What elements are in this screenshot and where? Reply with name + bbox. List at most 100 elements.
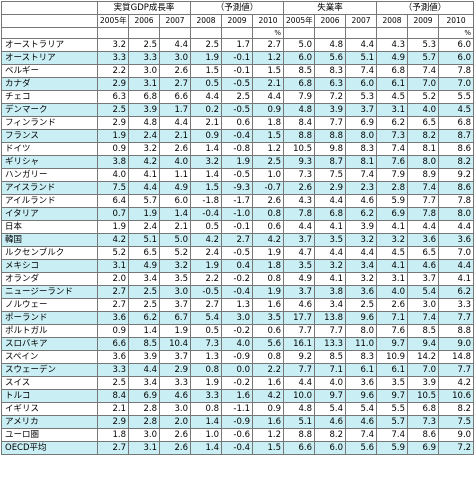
value-cell: 7.3 xyxy=(407,415,440,429)
value-cell: 2.2 xyxy=(190,272,222,286)
value-cell: 4.4 xyxy=(283,376,316,390)
table-row: オランダ 2.0 3.4 3.5 2.2 -0.2 0.8 4.9 4.1 3.2 3.1 3.7 4.… xyxy=(1,272,474,286)
value-cell: 2.3 xyxy=(345,181,378,195)
value-cell: 2.9 xyxy=(97,77,129,91)
value-cell: 7.3 xyxy=(283,168,316,182)
country-name: フィンランド xyxy=(1,116,98,130)
country-name: イギリス xyxy=(1,402,98,416)
value-cell: 6.7 xyxy=(159,311,191,325)
value-cell: 4.2 xyxy=(251,233,285,247)
value-cell: 2.5 xyxy=(345,298,378,312)
value-cell: 5.4 xyxy=(407,285,440,299)
value-cell: 4.6 xyxy=(314,415,347,429)
value-cell: 7.4 xyxy=(376,428,409,442)
value-cell: 2.1 xyxy=(190,116,222,130)
value-cell: 4.8 xyxy=(314,38,347,52)
value-cell: 7.7 xyxy=(314,116,347,130)
corner-cell-2 xyxy=(1,14,98,28)
value-cell: 5.6 xyxy=(345,441,378,455)
table-row: フィンランド 2.9 4.8 4.4 2.1 0.6 1.8 8.4 7.7 6.9 6.2 6.5 6… xyxy=(1,116,474,130)
unit-row: % % xyxy=(1,27,474,39)
value-cell: 10.0 xyxy=(283,389,316,403)
country-name: ドイツ xyxy=(1,142,98,156)
value-cell: 1.9 xyxy=(251,285,285,299)
table-row: 韓国 4.2 5.1 5.0 4.2 2.7 4.2 3.7 3.5 3.2 3.2 3.6 3.6 xyxy=(1,233,474,247)
value-cell: 6.1 xyxy=(376,77,409,91)
value-cell: 4.1 xyxy=(314,272,347,286)
value-cell: 4.0 xyxy=(314,376,347,390)
country-name: 韓国 xyxy=(1,233,98,247)
country-name: 日本 xyxy=(1,220,98,234)
value-cell: 0.8 xyxy=(190,363,222,377)
value-cell: 0.8 xyxy=(251,272,285,286)
value-cell: 10.5 xyxy=(283,142,316,156)
value-cell: 3.1 xyxy=(128,441,160,455)
value-cell: 2.6 xyxy=(159,428,191,442)
value-cell: 8.7 xyxy=(438,129,474,143)
country-name: ギリシャ xyxy=(1,155,98,169)
value-cell: 4.8 xyxy=(128,116,160,130)
table-row: フランス 1.9 2.4 2.1 0.9 -0.4 1.5 8.8 8.8 8.0 7.3 8.2 8.… xyxy=(1,129,474,143)
country-name: イタリア xyxy=(1,207,98,221)
value-cell: 8.8 xyxy=(283,428,316,442)
value-cell: 3.2 xyxy=(376,233,409,247)
value-cell: 3.9 xyxy=(128,350,160,364)
value-cell: 10.4 xyxy=(159,337,191,351)
value-cell: -0.6 xyxy=(221,428,253,442)
value-cell: 2.5 xyxy=(251,155,285,169)
value-cell: 3.5 xyxy=(376,376,409,390)
value-cell: 5.9 xyxy=(376,441,409,455)
value-cell: 2.7 xyxy=(190,298,222,312)
value-cell: 6.1 xyxy=(345,363,378,377)
value-cell: -0.7 xyxy=(251,181,285,195)
value-cell: 4.0 xyxy=(407,103,440,117)
value-cell: 4.4 xyxy=(251,90,285,104)
country-name: スイス xyxy=(1,376,98,390)
value-cell: 5.0 xyxy=(283,38,316,52)
value-cell: 2.5 xyxy=(97,103,129,117)
value-cell: 1.5 xyxy=(251,64,285,78)
table-row: アイスランド 7.5 4.4 4.9 1.5 -9.3 -0.7 2.6 2.9 2.3 2.8 7.… xyxy=(1,181,474,195)
value-cell: 1.2 xyxy=(251,51,285,65)
value-cell: 3.5 xyxy=(283,259,316,273)
value-cell: 4.4 xyxy=(159,38,191,52)
value-cell: 8.8 xyxy=(438,324,474,338)
value-cell: 7.8 xyxy=(407,207,440,221)
value-cell: 5.1 xyxy=(283,415,316,429)
country-name: ベルギー xyxy=(1,64,98,78)
value-cell: 2.5 xyxy=(128,38,160,52)
value-cell: 1.6 xyxy=(251,298,285,312)
table-row: アメリカ 2.9 2.8 2.0 1.4 -0.9 1.6 5.1 4.6 4.6 5.7 7.3 7.… xyxy=(1,415,474,429)
value-cell: 4.2 xyxy=(128,155,160,169)
value-cell: 5.9 xyxy=(376,194,409,208)
unemployment-forecast-header: （予測値） xyxy=(376,1,474,15)
value-cell: 4.1 xyxy=(376,259,409,273)
value-cell: 6.3 xyxy=(314,77,347,91)
value-cell: 6.0 xyxy=(345,77,378,91)
value-cell: -1.1 xyxy=(221,402,253,416)
value-cell: 6.5 xyxy=(128,246,160,260)
value-cell: 1.4 xyxy=(128,324,160,338)
value-cell: 4.9 xyxy=(376,51,409,65)
value-cell: 7.2 xyxy=(438,441,474,455)
value-cell: 0.9 xyxy=(97,142,129,156)
value-cell: 1.7 xyxy=(221,38,253,52)
gdp-unit-label: % xyxy=(251,27,285,39)
value-cell: 6.8 xyxy=(407,402,440,416)
table-row: スウェーデン 3.3 4.4 2.9 0.8 0.0 2.2 7.7 7.1 6.1 6.1 7.0 7… xyxy=(1,363,474,377)
value-cell: -1.0 xyxy=(221,207,253,221)
value-cell: 7.0 xyxy=(438,246,474,260)
value-cell: 7.7 xyxy=(438,363,474,377)
value-cell: 3.6 xyxy=(97,350,129,364)
value-cell: -0.2 xyxy=(221,272,253,286)
value-cell: 2.6 xyxy=(159,142,191,156)
value-cell: 1.5 xyxy=(190,181,222,195)
value-cell: 3.6 xyxy=(345,285,378,299)
year-header: 2007 xyxy=(345,14,378,28)
value-cell: 2.9 xyxy=(97,116,129,130)
value-cell: 1.5 xyxy=(251,441,285,455)
unemployment-unit-label: % xyxy=(438,27,474,39)
country-name: スウェーデン xyxy=(1,363,98,377)
value-cell: 8.0 xyxy=(438,207,474,221)
gdp-growth-header: 実質GDP成長率 xyxy=(97,1,191,15)
